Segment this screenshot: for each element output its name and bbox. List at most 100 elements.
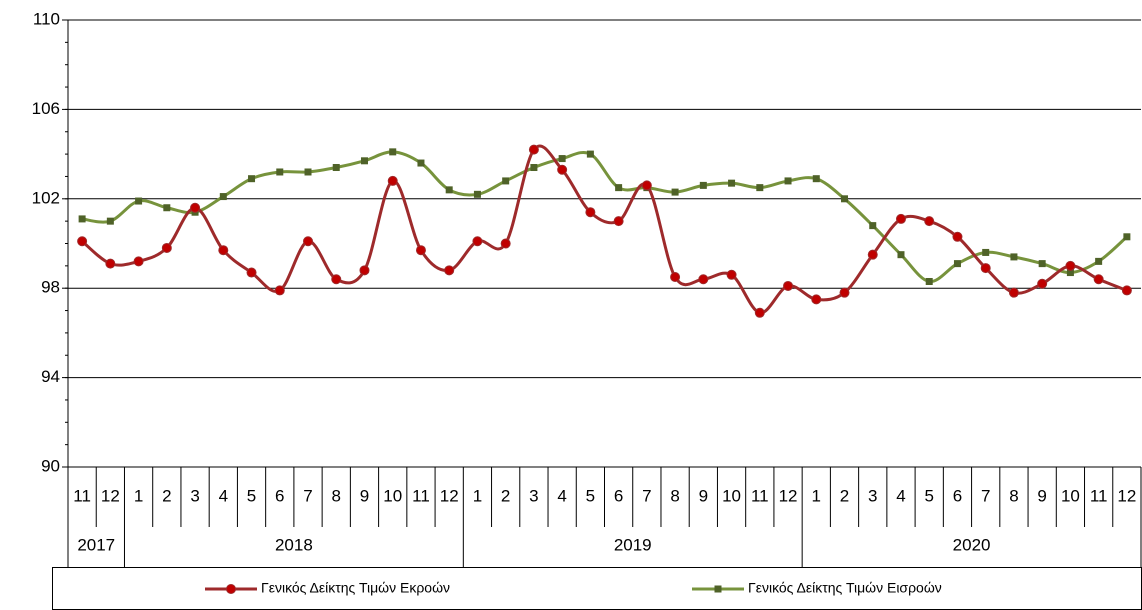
marker — [303, 236, 314, 247]
x-tick-label: 7 — [981, 486, 990, 505]
marker — [698, 274, 709, 285]
marker — [163, 204, 171, 212]
x-tick-label: 11 — [751, 486, 769, 505]
marker — [445, 186, 453, 194]
legend-label: Γενικός Δείκτης Τιμών Εισροών — [748, 580, 942, 596]
x-tick-label: 6 — [614, 486, 623, 505]
marker — [869, 222, 877, 230]
marker — [135, 197, 143, 205]
marker — [811, 294, 822, 305]
y-tick-label: 98 — [41, 278, 60, 297]
marker — [980, 263, 991, 274]
marker — [304, 168, 312, 176]
marker — [1065, 260, 1076, 271]
marker — [78, 215, 86, 223]
x-tick-label: 9 — [360, 486, 369, 505]
y-tick-label: 110 — [33, 9, 60, 28]
y-tick-label: 106 — [32, 99, 60, 118]
marker — [106, 217, 114, 225]
x-tick-label: 10 — [1061, 486, 1080, 505]
marker — [161, 242, 172, 253]
marker — [133, 256, 144, 267]
legend-label: Γενικός Δείκτης Τιμών Εκροών — [261, 580, 450, 596]
marker — [641, 180, 652, 191]
marker — [557, 164, 568, 175]
marker — [726, 269, 737, 280]
marker — [812, 175, 820, 183]
marker — [1008, 287, 1019, 298]
x-tick-label: 11 — [412, 486, 430, 505]
marker — [389, 148, 397, 156]
x-tick-label: 10 — [383, 486, 402, 505]
marker — [714, 585, 722, 593]
marker — [276, 168, 284, 176]
marker — [360, 157, 368, 165]
x-tick-label: 10 — [722, 486, 741, 505]
marker — [1066, 269, 1074, 277]
x-tick-label: 2 — [162, 486, 171, 505]
x-tick-label: 9 — [699, 486, 708, 505]
x-tick-label: 12 — [779, 486, 798, 505]
marker — [274, 285, 285, 296]
marker — [895, 213, 906, 224]
series-line — [81, 144, 1128, 315]
marker — [226, 584, 236, 594]
marker — [1095, 257, 1103, 265]
marker — [982, 248, 990, 256]
marker — [1123, 233, 1131, 241]
marker — [415, 245, 426, 256]
marker — [190, 202, 201, 213]
x-tick-label: 6 — [275, 486, 284, 505]
marker — [671, 188, 679, 196]
marker — [558, 155, 566, 163]
y-tick-label: 90 — [41, 456, 60, 475]
marker — [925, 277, 933, 285]
marker — [924, 216, 935, 227]
year-label: 2020 — [953, 535, 991, 554]
x-tick-label: 5 — [924, 486, 933, 505]
marker — [839, 287, 850, 298]
marker — [528, 144, 539, 155]
year-label: 2019 — [614, 535, 652, 554]
marker — [105, 258, 116, 269]
marker — [417, 159, 425, 167]
marker — [585, 207, 596, 218]
x-tick-label: 1 — [812, 486, 821, 505]
marker — [756, 184, 764, 192]
marker — [784, 177, 792, 185]
marker — [783, 280, 794, 291]
marker — [246, 267, 257, 278]
x-tick-label: 1 — [473, 486, 482, 505]
marker — [754, 307, 765, 318]
year-label: 2018 — [275, 535, 313, 554]
x-tick-label: 5 — [247, 486, 256, 505]
x-tick-label: 3 — [868, 486, 877, 505]
marker — [670, 272, 681, 283]
marker — [473, 190, 481, 198]
x-tick-label: 3 — [190, 486, 199, 505]
marker — [248, 175, 256, 183]
year-label: 2017 — [77, 535, 115, 554]
marker — [699, 181, 707, 189]
x-tick-label: 11 — [73, 486, 91, 505]
x-tick-label: 1 — [134, 486, 143, 505]
marker — [867, 249, 878, 260]
x-tick-label: 4 — [557, 486, 566, 505]
x-tick-label: 12 — [440, 486, 459, 505]
marker — [1121, 285, 1132, 296]
x-tick-label: 4 — [896, 486, 905, 505]
x-tick-label: 8 — [332, 486, 341, 505]
marker — [502, 177, 510, 185]
x-tick-label: 9 — [1037, 486, 1046, 505]
marker — [953, 260, 961, 268]
marker — [897, 251, 905, 259]
marker — [472, 236, 483, 247]
marker — [613, 216, 624, 227]
marker — [331, 274, 342, 285]
marker — [952, 231, 963, 242]
x-tick-label: 5 — [586, 486, 595, 505]
x-tick-label: 7 — [303, 486, 312, 505]
marker — [615, 184, 623, 192]
x-tick-label: 4 — [219, 486, 228, 505]
